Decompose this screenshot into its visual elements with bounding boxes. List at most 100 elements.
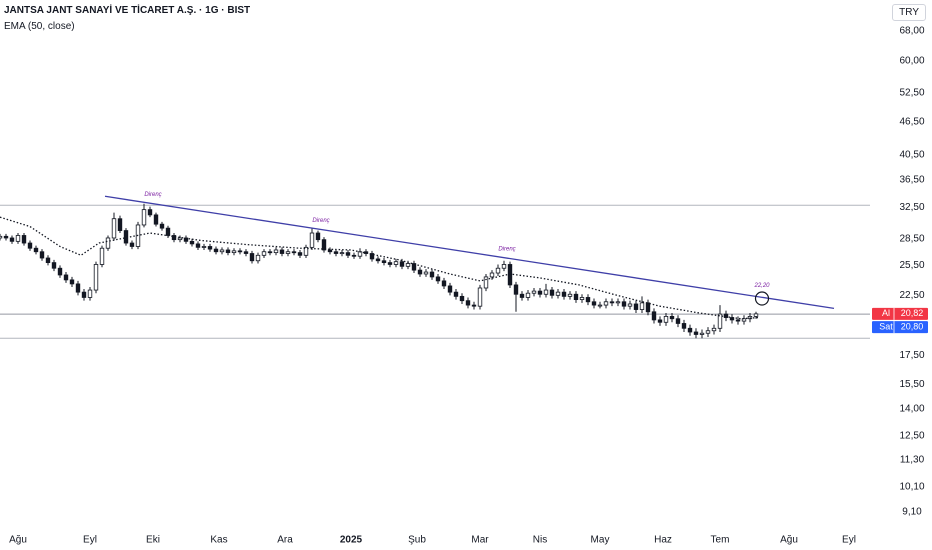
- candle-body: [705, 330, 711, 334]
- candle-body: [315, 232, 321, 241]
- price-tag-side: Al: [882, 308, 890, 318]
- candle-body: [195, 243, 201, 248]
- candle-body: [537, 290, 543, 295]
- candle-body: [447, 285, 453, 293]
- candle-body: [429, 271, 435, 278]
- candle-body: [45, 257, 51, 264]
- candle-body: [699, 332, 705, 335]
- currency[interactable]: TRY: [892, 4, 926, 21]
- price-tag-value: 20,80: [901, 321, 924, 331]
- annotation: Direnç: [312, 218, 329, 224]
- candle-body: [69, 279, 75, 285]
- candle-body: [579, 297, 585, 301]
- candle-body: [147, 209, 153, 216]
- candle-body: [735, 319, 741, 322]
- candle-body: [639, 302, 645, 310]
- candle-body: [711, 327, 717, 332]
- candle-body: [645, 302, 651, 313]
- candle-body: [519, 293, 525, 298]
- candle-body: [471, 304, 477, 307]
- candle-body: [393, 261, 399, 265]
- candle-body: [51, 262, 57, 269]
- indicator-legend: EMA (50, close): [4, 21, 75, 32]
- y-tick-label: 11,30: [900, 455, 925, 466]
- candle-body: [333, 251, 339, 254]
- candle-body: [129, 242, 135, 247]
- candle-body: [3, 235, 9, 239]
- candle-body: [15, 235, 21, 242]
- candle-body: [591, 301, 597, 306]
- candle-body: [567, 293, 573, 297]
- candle-body: [729, 317, 735, 321]
- ema-line: [0, 216, 760, 320]
- callout-circle: [754, 291, 770, 306]
- candle-body: [81, 291, 87, 298]
- y-tick-label: 40,50: [899, 149, 924, 160]
- x-tick-label: Şub: [408, 535, 426, 546]
- candle-body: [87, 289, 93, 298]
- y-tick-label: 68,00: [899, 26, 924, 37]
- candle-body: [237, 250, 243, 253]
- y-tick-label: 36,50: [899, 174, 924, 185]
- y-tick-label: 15,50: [899, 379, 924, 390]
- x-tick-label: Kas: [210, 535, 227, 546]
- x-tick-label: Ağu: [9, 535, 27, 546]
- candle-body: [339, 252, 345, 255]
- candle-body: [717, 313, 723, 329]
- candle-body: [309, 232, 315, 248]
- annotation: Direnç: [144, 192, 161, 198]
- candle-body: [153, 214, 159, 225]
- candle-body: [627, 303, 633, 307]
- candle-body: [465, 300, 471, 306]
- y-tick-label: 22,50: [899, 290, 924, 301]
- candle-body: [21, 235, 27, 244]
- candle-body: [435, 276, 441, 282]
- y-tick-label: 32,50: [899, 202, 924, 213]
- candle-body: [0, 235, 3, 239]
- y-tick-label: 46,50: [899, 116, 924, 127]
- candle-body: [633, 303, 639, 310]
- candle-body: [411, 263, 417, 271]
- x-tick-label: Eyl: [83, 535, 97, 546]
- candle-body: [327, 249, 333, 253]
- candle-body: [201, 246, 207, 248]
- candle-body: [477, 287, 483, 307]
- candle-body: [501, 264, 507, 269]
- candle-body: [39, 251, 45, 259]
- candle-body: [231, 250, 237, 254]
- price-tag: [872, 307, 928, 320]
- candle-body: [675, 318, 681, 324]
- candle-body: [141, 209, 147, 226]
- y-tick-label: 25,50: [899, 260, 924, 271]
- candle-body: [597, 304, 603, 307]
- candle-body: [63, 274, 69, 281]
- candle-body: [387, 262, 393, 265]
- candle-body: [693, 331, 699, 335]
- y-tick-label: 60,00: [899, 56, 924, 67]
- candle-body: [753, 313, 759, 317]
- x-tick-label: Ara: [277, 535, 293, 546]
- y-tick-label: 12,50: [899, 430, 924, 441]
- candle-body: [297, 252, 303, 256]
- candle-body: [441, 280, 447, 287]
- candle-body: [165, 227, 171, 236]
- candle-body: [609, 301, 615, 304]
- x-tick-label: May: [591, 535, 610, 546]
- candle-body: [213, 248, 219, 253]
- candle-body: [489, 272, 495, 278]
- candle-body: [27, 242, 33, 249]
- candle-body: [93, 264, 99, 291]
- callout-label: 22,20: [753, 283, 770, 289]
- candle-body: [255, 254, 261, 262]
- candle-body: [483, 276, 489, 289]
- candle-body: [423, 271, 429, 275]
- candle-body: [219, 249, 225, 253]
- candle-body: [549, 289, 555, 296]
- candle-body: [99, 247, 105, 265]
- candle-body: [525, 292, 531, 298]
- candle-body: [159, 223, 165, 229]
- candle-body: [381, 260, 387, 264]
- candle-body: [351, 254, 357, 257]
- trend-line: [104, 195, 835, 310]
- candle-body: [375, 258, 381, 262]
